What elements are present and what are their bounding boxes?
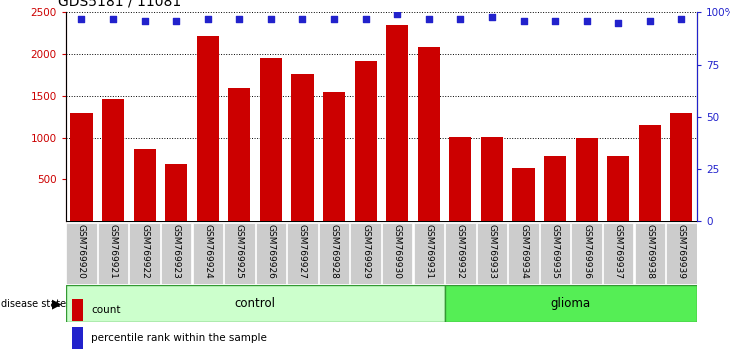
Bar [634,223,665,284]
Text: GSM769934: GSM769934 [519,224,528,279]
Bar [255,223,286,284]
Bar [449,137,472,221]
Point [296,16,308,22]
Point [107,16,119,22]
Bar [102,99,124,221]
Bar [481,137,503,221]
Point [139,18,150,24]
Bar [639,125,661,221]
Bar [323,92,345,221]
Point [234,16,245,22]
Text: GDS5181 / 11081: GDS5181 / 11081 [58,0,182,9]
Point [486,14,498,19]
Bar [445,285,697,322]
Text: GSM769920: GSM769920 [77,224,86,279]
Bar [386,25,408,221]
Bar [72,327,83,349]
Bar [477,223,507,284]
Text: ▶: ▶ [53,297,62,310]
Text: glioma: glioma [551,297,591,310]
Bar [165,165,188,221]
Text: GSM769939: GSM769939 [677,224,686,279]
Text: GSM769927: GSM769927 [298,224,307,279]
Bar [512,168,534,221]
Bar [161,223,191,284]
Point [518,18,529,24]
Text: GSM769924: GSM769924 [203,224,212,279]
Text: GSM769928: GSM769928 [329,224,339,279]
Text: disease state: disease state [1,298,66,309]
Bar [445,223,475,284]
Bar [414,223,444,284]
Bar [319,223,349,284]
Text: percentile rank within the sample: percentile rank within the sample [91,333,267,343]
Bar [355,61,377,221]
Bar [66,223,96,284]
Bar [508,223,539,284]
Bar [572,223,602,284]
Bar [260,58,282,221]
Point [265,16,277,22]
Bar [607,156,629,221]
Point [612,20,624,25]
Text: count: count [91,305,120,315]
Bar [228,87,250,221]
Bar [98,223,128,284]
Text: GSM769930: GSM769930 [393,224,402,279]
Bar [670,113,693,221]
Text: control: control [234,297,276,310]
Point [328,16,340,22]
Bar [224,223,255,284]
Text: GSM769923: GSM769923 [172,224,181,279]
Bar [134,149,155,221]
Text: GSM769937: GSM769937 [614,224,623,279]
Bar [70,113,93,221]
Bar [418,47,440,221]
Bar [575,138,598,221]
Bar [603,223,634,284]
Bar [382,223,412,284]
Bar [288,223,318,284]
Text: GSM769929: GSM769929 [361,224,370,279]
Text: GSM769925: GSM769925 [235,224,244,279]
Text: GSM769933: GSM769933 [488,224,496,279]
Point [202,16,214,22]
Bar [196,36,219,221]
Bar [291,74,314,221]
Text: GSM769932: GSM769932 [456,224,465,279]
Text: GSM769926: GSM769926 [266,224,275,279]
Point [455,16,466,22]
Point [170,18,182,24]
Point [675,16,687,22]
Bar [66,285,445,322]
Text: GSM769922: GSM769922 [140,224,149,279]
Bar [544,156,566,221]
Bar [129,223,160,284]
Text: GSM769935: GSM769935 [550,224,560,279]
Point [423,16,434,22]
Text: GSM769931: GSM769931 [424,224,434,279]
Point [549,18,561,24]
Point [360,16,372,22]
Text: GSM769936: GSM769936 [582,224,591,279]
Point [644,18,656,24]
Bar [193,223,223,284]
Bar [540,223,570,284]
Bar [350,223,381,284]
Point [76,16,88,22]
Point [581,18,593,24]
Text: GSM769921: GSM769921 [109,224,118,279]
Point [391,12,403,17]
Bar [72,298,83,321]
Bar [666,223,696,284]
Text: GSM769938: GSM769938 [645,224,654,279]
